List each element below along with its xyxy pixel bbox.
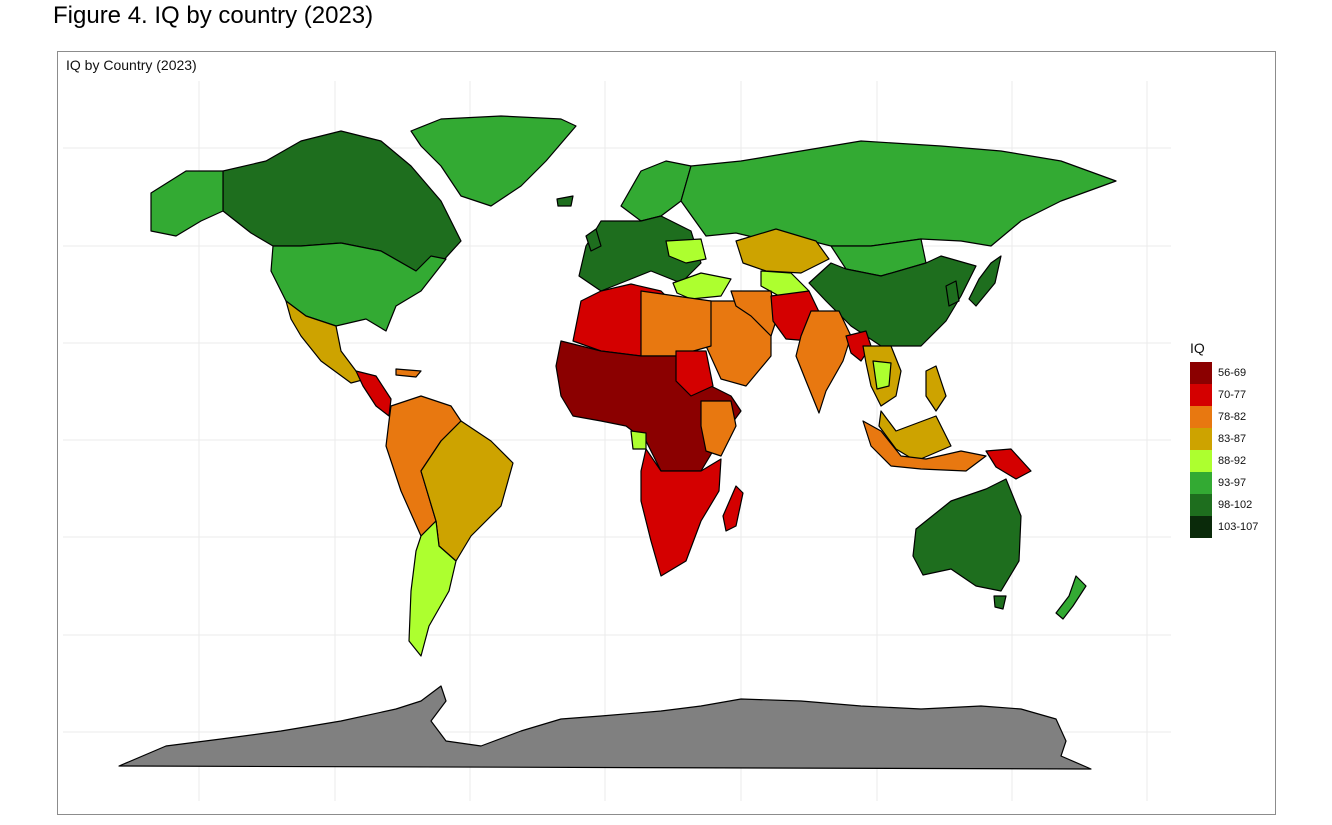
legend-swatch — [1190, 428, 1212, 450]
region-new-zealand — [1055, 575, 1087, 620]
region-alaska — [150, 170, 224, 237]
legend-item: 103-107 — [1186, 516, 1258, 538]
legend-swatch — [1190, 494, 1212, 516]
region-australia — [912, 478, 1022, 592]
legend-swatch — [1190, 472, 1212, 494]
region-vietnam-thailand — [872, 360, 892, 390]
legend-title: IQ — [1190, 340, 1205, 356]
legend-item: 98-102 — [1186, 494, 1258, 516]
legend-item: 70-77 — [1186, 384, 1258, 406]
region-scandinavia — [620, 160, 692, 222]
legend-swatch — [1190, 384, 1212, 406]
region-south-america-south — [408, 520, 457, 657]
map-title: IQ by Country (2023) — [66, 57, 197, 73]
region-korea — [945, 280, 960, 307]
region-papua — [985, 448, 1032, 480]
legend-item: 56-69 — [1186, 362, 1258, 384]
region-antarctica — [118, 685, 1092, 770]
region-greenland — [410, 115, 577, 207]
legend-items: 56-69 70-77 78-82 83-87 88-92 93-97 98-102 103-… — [1186, 362, 1258, 538]
region-india — [795, 310, 852, 414]
map-legend: IQ 56-69 70-77 78-82 83-87 88-92 93-97 98-102 1… — [1186, 340, 1258, 538]
region-japan — [968, 255, 1002, 307]
legend-label: 83-87 — [1218, 433, 1247, 445]
region-caribbean — [395, 368, 422, 378]
legend-label: 70-77 — [1218, 389, 1247, 401]
region-iceland — [556, 195, 574, 207]
region-madagascar — [722, 485, 744, 532]
legend-label: 93-97 — [1218, 477, 1247, 489]
legend-swatch — [1190, 406, 1212, 428]
legend-item: 83-87 — [1186, 428, 1258, 450]
legend-item: 78-82 — [1186, 406, 1258, 428]
region-tasmania — [993, 595, 1007, 610]
legend-swatch — [1190, 450, 1212, 472]
region-philippines — [925, 365, 947, 412]
map-panel: IQ by Country (2023) — [57, 51, 1276, 815]
region-gabon — [630, 430, 647, 450]
region-indonesia — [862, 420, 987, 472]
legend-label: 88-92 — [1218, 455, 1247, 467]
region-turkey — [672, 272, 732, 300]
region-china — [808, 255, 977, 347]
region-central-america — [355, 370, 392, 417]
legend-label: 98-102 — [1218, 499, 1253, 511]
region-iran — [730, 290, 777, 337]
region-egypt-libya — [640, 290, 712, 357]
region-malaysia — [878, 410, 952, 462]
figure-title: Figure 4. IQ by country (2023) — [53, 2, 374, 29]
region-kazakhstan — [735, 228, 830, 274]
legend-label: 56-69 — [1218, 367, 1247, 379]
region-southern-africa — [640, 448, 722, 577]
region-russia — [680, 140, 1117, 247]
legend-item: 88-92 — [1186, 450, 1258, 472]
region-brazil — [420, 420, 514, 562]
legend-label: 103-107 — [1218, 521, 1259, 533]
region-uk — [585, 228, 602, 252]
region-sudan — [675, 350, 714, 397]
legend-label: 78-82 — [1218, 411, 1247, 423]
region-east-africa — [700, 400, 737, 457]
world-map — [63, 81, 1171, 801]
legend-swatch — [1190, 362, 1212, 384]
legend-swatch — [1190, 516, 1212, 538]
region-eastern-europe — [665, 238, 707, 264]
legend-item: 93-97 — [1186, 472, 1258, 494]
